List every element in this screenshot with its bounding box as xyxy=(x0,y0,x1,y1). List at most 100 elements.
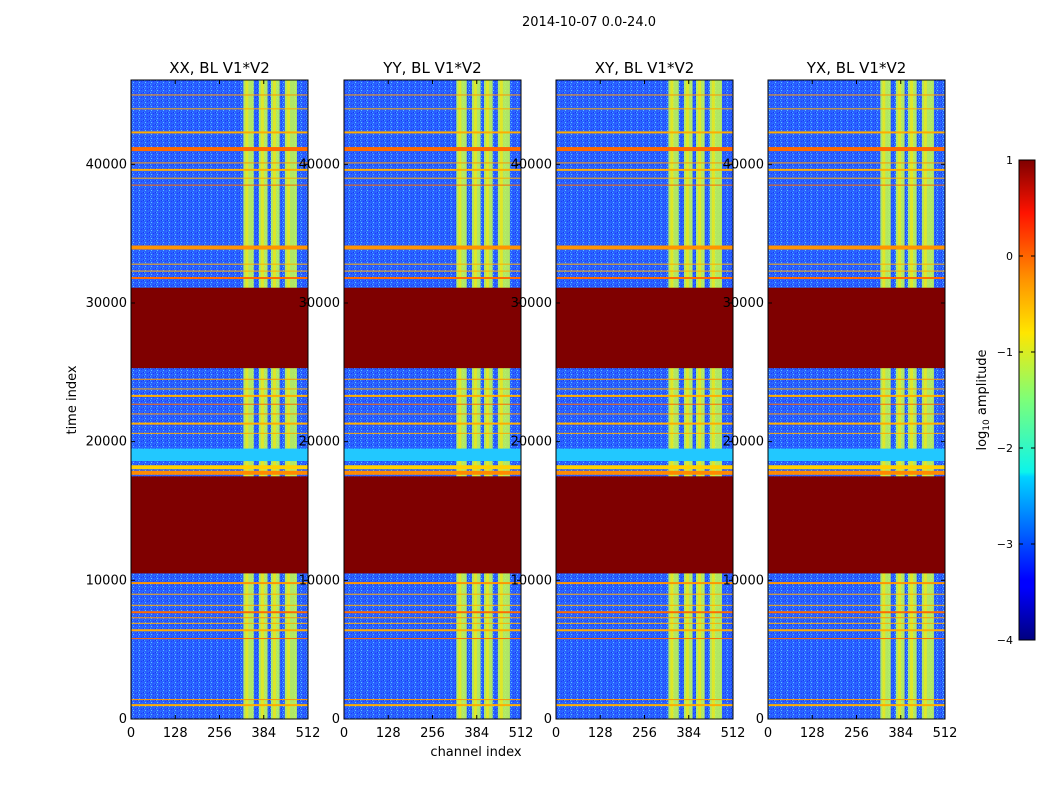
rfi-line xyxy=(131,699,308,701)
y-tick-label: 30000 xyxy=(511,296,552,311)
x-tick-label: 0 xyxy=(764,726,772,741)
heatmap-image xyxy=(768,80,945,719)
y-tick-label: 30000 xyxy=(86,296,127,311)
rfi-line xyxy=(344,699,521,701)
rfi-line xyxy=(768,162,945,164)
bright-channel-edge xyxy=(698,80,702,719)
orange-line xyxy=(556,470,733,475)
rfi-line xyxy=(768,413,945,415)
rfi-line xyxy=(556,94,733,96)
y-tick-label: 20000 xyxy=(723,435,764,450)
heatmap-image xyxy=(131,80,308,719)
rfi-line xyxy=(344,704,521,707)
y-tick-label: 10000 xyxy=(299,573,340,588)
heatmap-panel: XX, BL V1*V2 0 128 256 384 512 0 10000 20000 3000… xyxy=(65,59,320,741)
rfi-line xyxy=(344,94,521,96)
rfi-line xyxy=(344,638,521,640)
rfi-line xyxy=(768,638,945,640)
rfi-line xyxy=(556,131,733,134)
rfi-line xyxy=(344,378,521,380)
rfi-line xyxy=(768,94,945,96)
rfi-line xyxy=(556,147,733,152)
bright-channel-edge xyxy=(458,80,462,719)
rfi-line xyxy=(768,629,945,632)
bright-channel-band xyxy=(243,80,254,719)
flagged-block xyxy=(131,476,308,574)
y-tick-label: 30000 xyxy=(723,296,764,311)
bright-channel-edge xyxy=(245,80,249,719)
rfi-line xyxy=(344,147,521,152)
rfi-line xyxy=(131,270,308,272)
rfi-line xyxy=(768,622,945,624)
x-tick-label: 384 xyxy=(888,726,913,741)
bright-channel-edge xyxy=(711,80,715,719)
x-tick-label: 512 xyxy=(296,726,321,741)
cyan-band xyxy=(768,448,945,462)
bright-channel-edge xyxy=(260,80,264,719)
yellow-line xyxy=(556,465,733,470)
bright-channel-edge xyxy=(685,80,689,719)
rfi-line xyxy=(131,177,308,179)
rfi-line xyxy=(131,422,308,425)
x-tick-label: 0 xyxy=(340,726,348,741)
cyan-band xyxy=(556,448,733,462)
y-tick-label: 40000 xyxy=(511,157,552,172)
rfi-line xyxy=(131,617,308,619)
x-tick-label: 0 xyxy=(552,726,560,741)
rfi-line xyxy=(131,378,308,380)
rfi-line xyxy=(344,162,521,164)
rfi-line xyxy=(344,168,521,171)
y-tick-label: 20000 xyxy=(86,435,127,450)
rfi-line xyxy=(344,108,521,110)
rfi-line xyxy=(131,184,308,186)
rfi-line xyxy=(131,277,308,280)
yellow-line xyxy=(131,465,308,470)
rfi-line xyxy=(556,432,733,434)
heatmap-image xyxy=(556,80,733,719)
rfi-line xyxy=(768,403,945,405)
x-tick-label: 384 xyxy=(676,726,701,741)
rfi-line xyxy=(556,263,733,265)
y-tick-label: 40000 xyxy=(723,157,764,172)
rfi-line xyxy=(556,638,733,640)
y-tick-label: 40000 xyxy=(299,157,340,172)
rfi-line xyxy=(768,617,945,619)
bright-channel-edge xyxy=(897,80,901,719)
bright-channel-edge xyxy=(473,80,477,719)
bright-channel-edge xyxy=(273,80,277,719)
rfi-line xyxy=(768,108,945,110)
rfi-line xyxy=(131,638,308,640)
colorbar-tick-label: −4 xyxy=(997,634,1013,647)
y-axis-label: time index xyxy=(65,365,80,434)
colorbar-tick-label: −2 xyxy=(997,442,1013,455)
rfi-line xyxy=(131,403,308,405)
rfi-line xyxy=(344,403,521,405)
rfi-line xyxy=(344,131,521,134)
figure-suptitle: 2014-10-07 0.0-24.0 xyxy=(522,15,656,30)
orange-line xyxy=(131,470,308,475)
cyan-band xyxy=(131,448,308,462)
rfi-line xyxy=(768,699,945,701)
x-tick-label: 384 xyxy=(464,726,489,741)
rfi-line xyxy=(131,432,308,434)
rfi-line xyxy=(131,131,308,134)
x-tick-label: 512 xyxy=(721,726,746,741)
rfi-line xyxy=(556,403,733,405)
x-tick-label: 0 xyxy=(127,726,135,741)
colorbar-label-suffix: amplitude xyxy=(975,349,990,419)
rfi-line xyxy=(344,622,521,624)
rfi-line xyxy=(556,413,733,415)
y-tick-label: 20000 xyxy=(299,435,340,450)
rfi-line xyxy=(556,611,733,614)
rfi-line xyxy=(131,168,308,171)
x-tick-label: 512 xyxy=(933,726,958,741)
rfi-line xyxy=(131,604,308,606)
colorbar-gradient xyxy=(1018,159,1036,641)
bright-channel-band xyxy=(668,80,679,719)
yellow-line xyxy=(768,465,945,470)
rfi-line xyxy=(344,270,521,272)
colorbar-ticks: 1 0 −1 −2 −3 −4 xyxy=(997,154,1035,647)
rfi-line xyxy=(344,177,521,179)
x-axis-label: channel index xyxy=(430,745,521,760)
heatmap-panel: YX, BL V1*V2 0 128 256 384 512 0 10000 20000 3000… xyxy=(723,59,958,741)
